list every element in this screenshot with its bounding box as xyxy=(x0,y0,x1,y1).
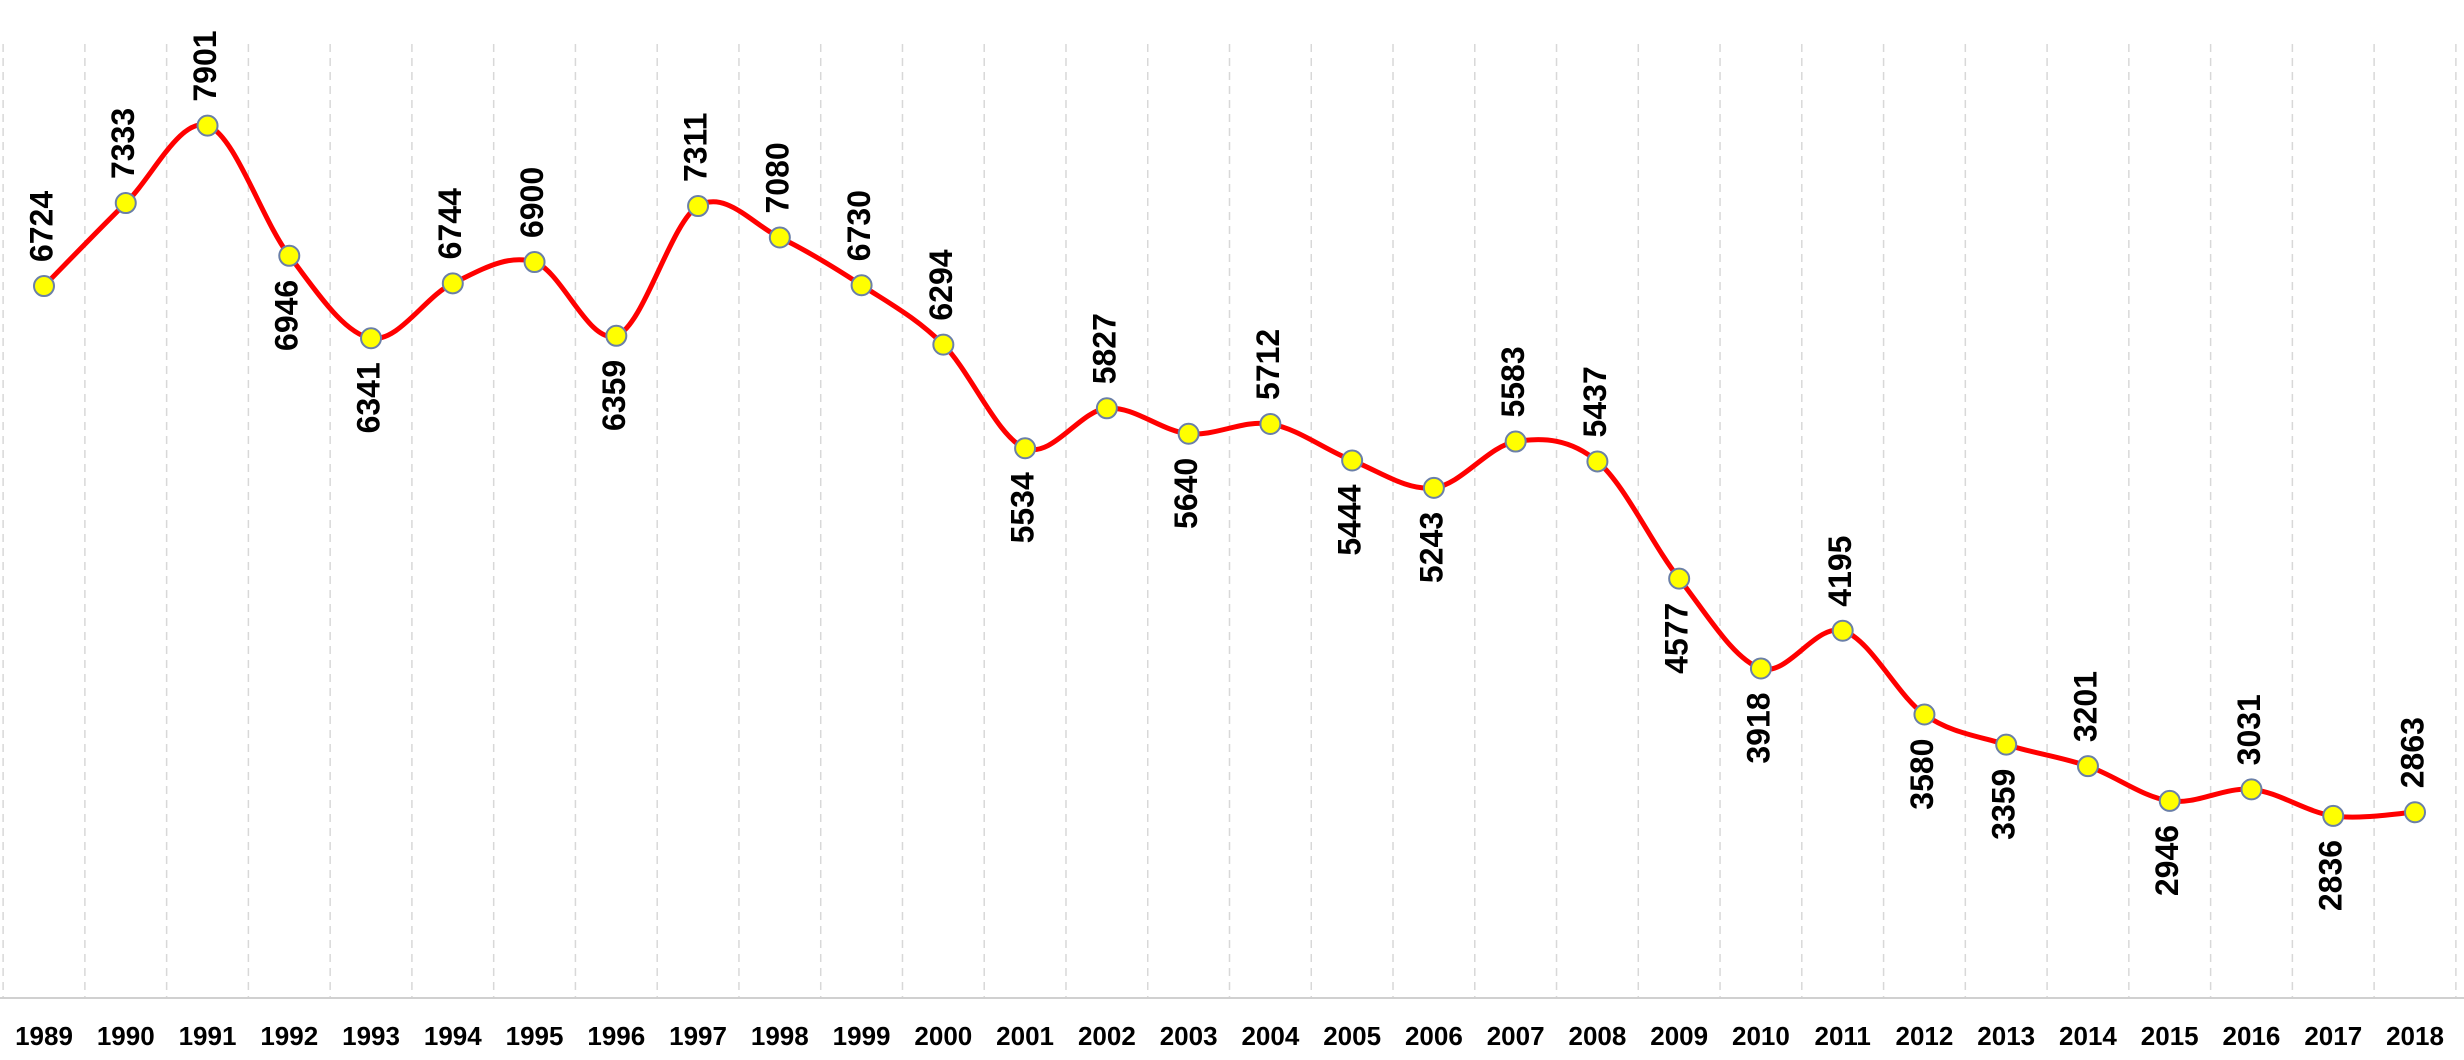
marker xyxy=(768,226,791,249)
value-label: 6724 xyxy=(23,191,59,262)
value-label: 5827 xyxy=(1086,313,1122,384)
marker xyxy=(441,272,464,295)
marker xyxy=(2404,801,2426,824)
marker xyxy=(278,244,301,267)
marker xyxy=(360,327,383,350)
value-label: 3918 xyxy=(1740,692,1776,763)
marker xyxy=(687,195,710,218)
x-tick-label: 2009 xyxy=(1650,1021,1708,1051)
value-label: 6730 xyxy=(841,190,877,261)
x-tick-label: 2005 xyxy=(1323,1021,1381,1051)
marker xyxy=(1177,422,1200,445)
x-tick-label: 1996 xyxy=(587,1021,645,1051)
value-label: 5534 xyxy=(1005,472,1041,543)
value-label: 2863 xyxy=(2394,717,2430,788)
value-label: 6294 xyxy=(923,249,959,320)
value-label: 6359 xyxy=(596,360,632,431)
marker xyxy=(605,324,628,347)
x-tick-label: 1995 xyxy=(506,1021,564,1051)
value-label: 6341 xyxy=(350,362,386,433)
x-tick-label: 1989 xyxy=(15,1021,73,1051)
x-tick-label: 1993 xyxy=(342,1021,400,1051)
x-tick-label: 2007 xyxy=(1487,1021,1545,1051)
marker xyxy=(1586,450,1609,473)
marker xyxy=(850,274,873,297)
x-tick-label: 2008 xyxy=(1568,1021,1626,1051)
value-label: 5437 xyxy=(1577,366,1613,437)
x-tick-label: 2016 xyxy=(2223,1021,2281,1051)
x-tick-label: 1998 xyxy=(751,1021,809,1051)
value-label: 4577 xyxy=(1659,603,1695,674)
x-tick-label: 1994 xyxy=(424,1021,482,1051)
x-tick-label: 2000 xyxy=(914,1021,972,1051)
value-label: 2836 xyxy=(2313,840,2349,911)
x-tick-label: 2002 xyxy=(1078,1021,1136,1051)
marker xyxy=(114,192,137,215)
x-tick-label: 1990 xyxy=(97,1021,155,1051)
value-label: 7901 xyxy=(187,30,223,101)
x-tick-label: 2017 xyxy=(2304,1021,2362,1051)
value-label: 7333 xyxy=(105,108,141,179)
marker xyxy=(2322,804,2345,827)
x-tick-label: 1999 xyxy=(833,1021,891,1051)
value-label: 5444 xyxy=(1332,484,1368,555)
value-label: 3359 xyxy=(1986,769,2022,840)
value-label: 7080 xyxy=(759,142,795,213)
marker xyxy=(2076,755,2099,778)
value-label: 4195 xyxy=(1822,536,1858,607)
value-label: 3580 xyxy=(1904,739,1940,810)
value-label: 6946 xyxy=(269,280,305,351)
x-tick-label: 2003 xyxy=(1160,1021,1218,1051)
x-tick-label: 2004 xyxy=(1241,1021,1299,1051)
marker xyxy=(2158,789,2181,812)
marker xyxy=(1749,657,1772,680)
marker xyxy=(932,333,955,356)
x-tick-label: 1997 xyxy=(669,1021,727,1051)
x-tick-label: 2001 xyxy=(996,1021,1054,1051)
x-tick-label: 2018 xyxy=(2386,1021,2444,1051)
x-tick-label: 1992 xyxy=(260,1021,318,1051)
x-tick-label: 2006 xyxy=(1405,1021,1463,1051)
marker xyxy=(523,251,546,274)
marker xyxy=(1995,733,2018,756)
marker xyxy=(2240,778,2263,801)
marker xyxy=(196,114,219,137)
x-tick-label: 2013 xyxy=(1977,1021,2035,1051)
value-label: 5640 xyxy=(1168,458,1204,529)
x-tick-label: 1991 xyxy=(179,1021,237,1051)
value-label: 5243 xyxy=(1413,512,1449,583)
x-tick-label: 2015 xyxy=(2141,1021,2199,1051)
marker xyxy=(1504,430,1527,453)
x-tick-label: 2012 xyxy=(1896,1021,1954,1051)
value-label: 3031 xyxy=(2231,694,2267,765)
value-label: 5712 xyxy=(1250,329,1286,400)
value-label: 5583 xyxy=(1495,346,1531,417)
marker xyxy=(1668,567,1691,590)
marker xyxy=(1259,412,1282,435)
x-tick-label: 2010 xyxy=(1732,1021,1790,1051)
value-label: 7311 xyxy=(678,113,714,182)
x-tick-label: 2011 xyxy=(1814,1021,1870,1051)
marker xyxy=(1095,397,1118,420)
marker xyxy=(33,275,55,298)
marker xyxy=(1831,619,1854,642)
x-tick-label: 2014 xyxy=(2059,1021,2117,1051)
marker xyxy=(1913,703,1936,726)
value-label: 3201 xyxy=(2067,671,2103,742)
marker xyxy=(1422,476,1445,499)
marker xyxy=(1014,437,1037,460)
value-label: 6900 xyxy=(514,167,550,238)
marker xyxy=(1341,449,1364,472)
value-label: 2946 xyxy=(2149,825,2185,896)
value-label: 6744 xyxy=(432,188,468,259)
